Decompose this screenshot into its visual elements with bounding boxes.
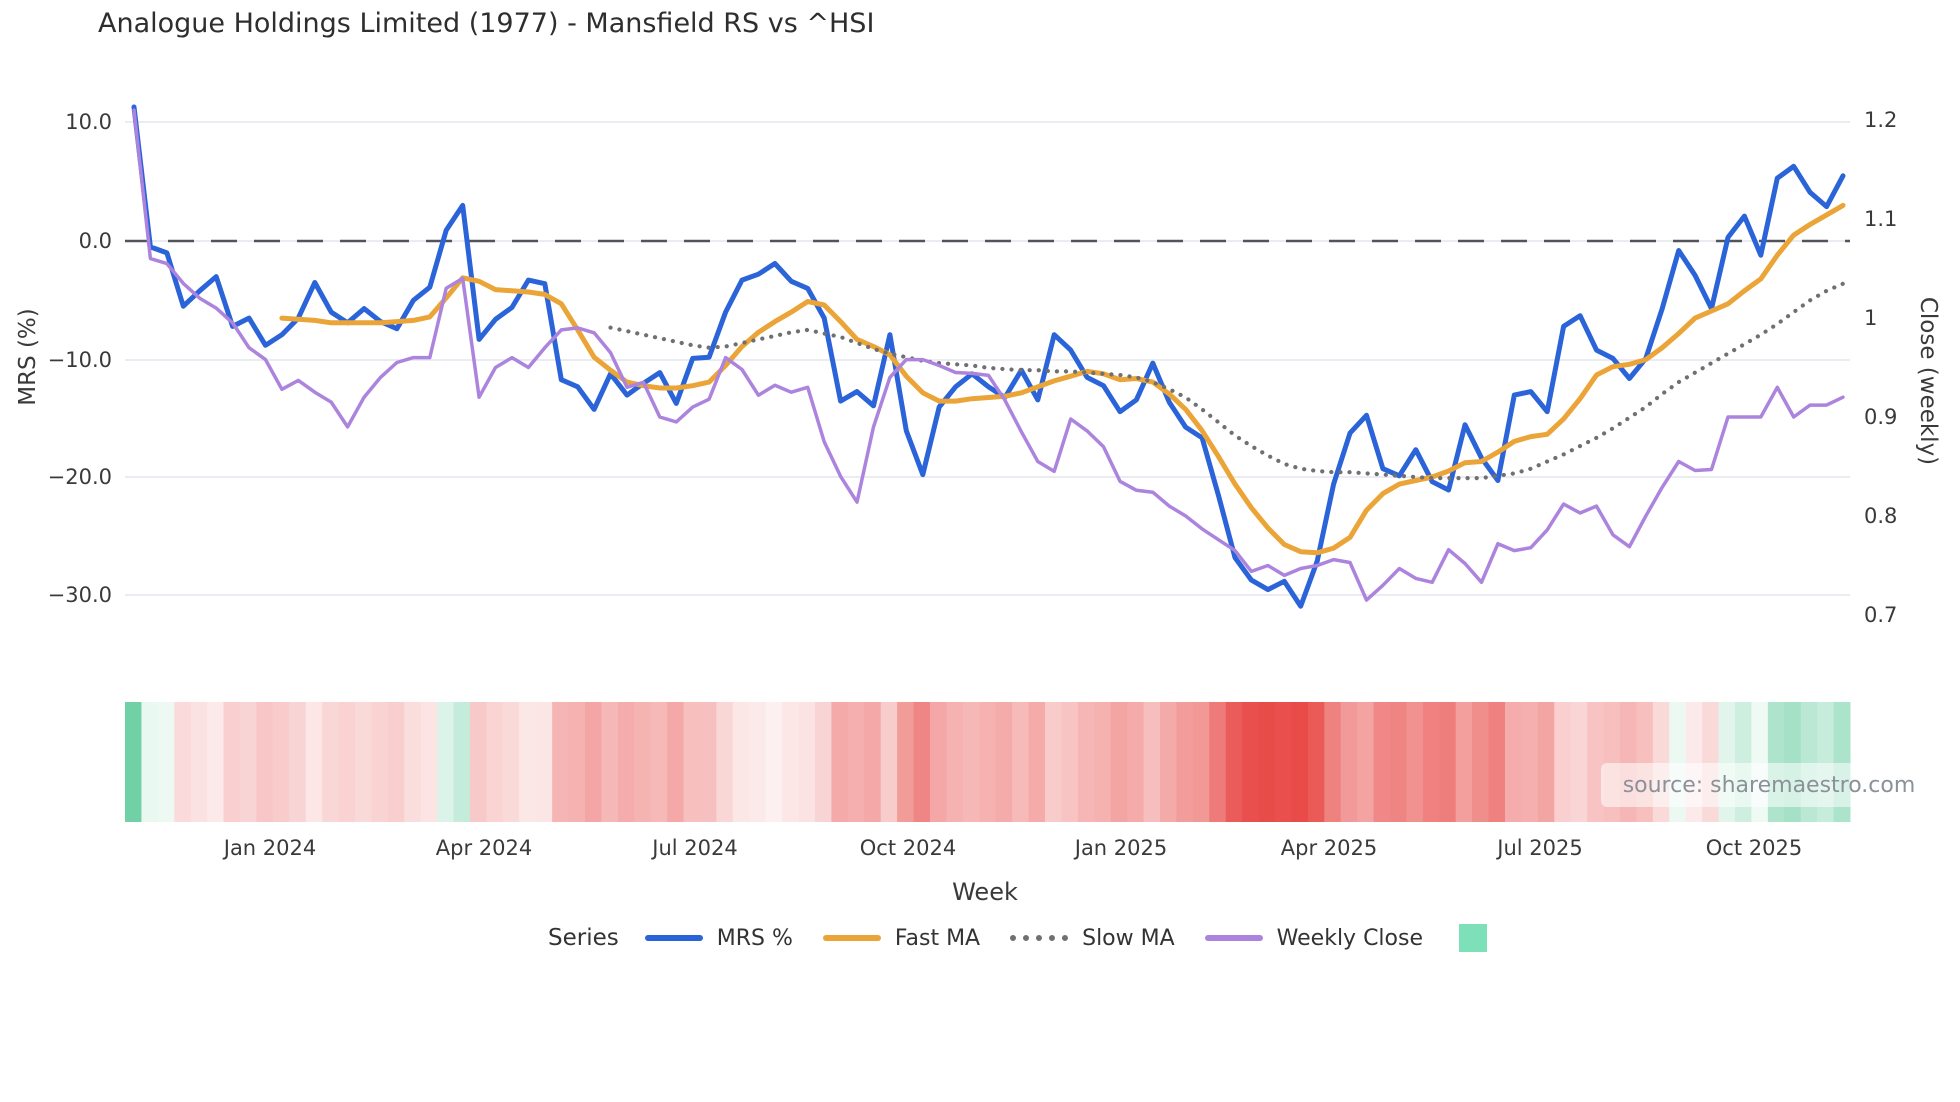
x-tick-label: Oct 2025 [1705, 836, 1803, 860]
y-right-axis-title: Close (weekly) [1915, 296, 1941, 466]
y-left-tick-label: 0.0 [78, 229, 112, 253]
series-lines [131, 104, 1846, 609]
x-tick-label: Oct 2024 [859, 836, 957, 860]
y-left-axis-title: MRS (%) [15, 308, 41, 406]
y-right-tick-label: 0.7 [1864, 603, 1898, 627]
y-left-tick-label: −10.0 [47, 348, 112, 372]
x-tick-label: Jul 2024 [652, 836, 738, 860]
weekly-close-line-swatch-icon [1204, 935, 1263, 941]
slow-ma-dotted-swatch-icon [1010, 935, 1069, 941]
legend-label: Weekly Close [1276, 925, 1424, 951]
x-tick-label: Jan 2025 [1074, 836, 1168, 860]
y-right-tick-label: 0.8 [1864, 504, 1898, 528]
y-left-tick-label: −30.0 [47, 583, 112, 607]
legend-item-mrs: MRS % [644, 925, 793, 951]
heatmap-swatch-icon [1459, 924, 1488, 952]
y-left-tick-label: 10.0 [65, 110, 112, 134]
legend-item-fast-ma: Fast MA [822, 925, 981, 951]
y-left-tick-label: −20.0 [47, 465, 112, 489]
source-watermark: source: sharemaestro.com [1601, 763, 1937, 807]
source-text: source: sharemaestro.com [1622, 772, 1916, 798]
x-tick-label: Jul 2025 [1497, 836, 1583, 860]
chart-legend: Series MRS % Fast MA Slow MA Weekly Clos… [548, 924, 1488, 952]
legend-label: Slow MA [1082, 925, 1175, 951]
y-right-tick-label: 1.1 [1864, 207, 1898, 231]
x-tick-label: Apr 2025 [1280, 836, 1378, 860]
legend-label: MRS % [716, 925, 793, 951]
heatmap-strip [125, 702, 1851, 822]
chart-title: Analogue Holdings Limited (1977) - Mansf… [98, 8, 875, 39]
y-right-tick-label: 0.9 [1864, 405, 1898, 429]
y-right-tick-label: 1.2 [1864, 108, 1898, 132]
fast-ma-line-swatch-icon [822, 935, 881, 941]
legend-item-slow-ma: Slow MA [1010, 926, 1175, 951]
x-axis-title: Week [952, 878, 1018, 906]
mrs-line-swatch-icon [644, 935, 703, 941]
legend-title: Series [548, 925, 619, 951]
y-right-tick-label: 1 [1864, 306, 1878, 330]
legend-item-weekly-close: Weekly Close [1204, 925, 1424, 951]
x-tick-label: Apr 2024 [435, 836, 533, 860]
x-tick-label: Jan 2024 [223, 836, 317, 860]
gridlines [125, 121, 1850, 596]
legend-label: Fast MA [894, 925, 981, 951]
